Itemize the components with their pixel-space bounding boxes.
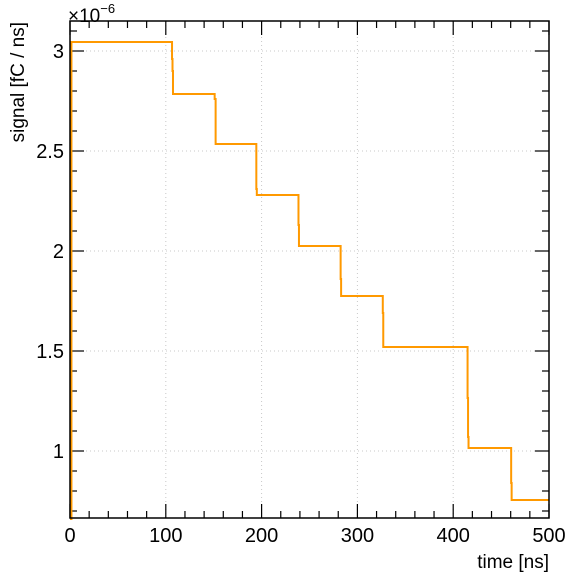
y-tick-label: 2.5: [36, 141, 64, 163]
grid: [70, 21, 549, 518]
x-tick-label: 500: [532, 525, 565, 547]
series-layer: [70, 41, 549, 520]
plot-frame: [69, 20, 550, 519]
x-tick-label: 0: [64, 525, 75, 547]
x-tick-label: 400: [437, 525, 470, 547]
x-tick-label: 200: [245, 525, 278, 547]
signal-series-line: [70, 41, 549, 520]
x-tick-label: 100: [149, 525, 182, 547]
y-tick-label: 1.5: [36, 341, 64, 363]
x-axis-title: time [ns]: [477, 552, 549, 573]
y-tick-label: 3: [53, 41, 64, 63]
y-multiplier-label: ×10−6: [68, 1, 115, 27]
y-axis-title: signal [fC / ns]: [8, 22, 29, 142]
x-tick-label: 300: [341, 525, 374, 547]
axis-labels: 0 100 200 300 400 500 1 1.5 2 2.5 3: [36, 41, 566, 547]
y-tick-label: 1: [53, 441, 64, 463]
y-tick-label: 2: [53, 241, 64, 263]
